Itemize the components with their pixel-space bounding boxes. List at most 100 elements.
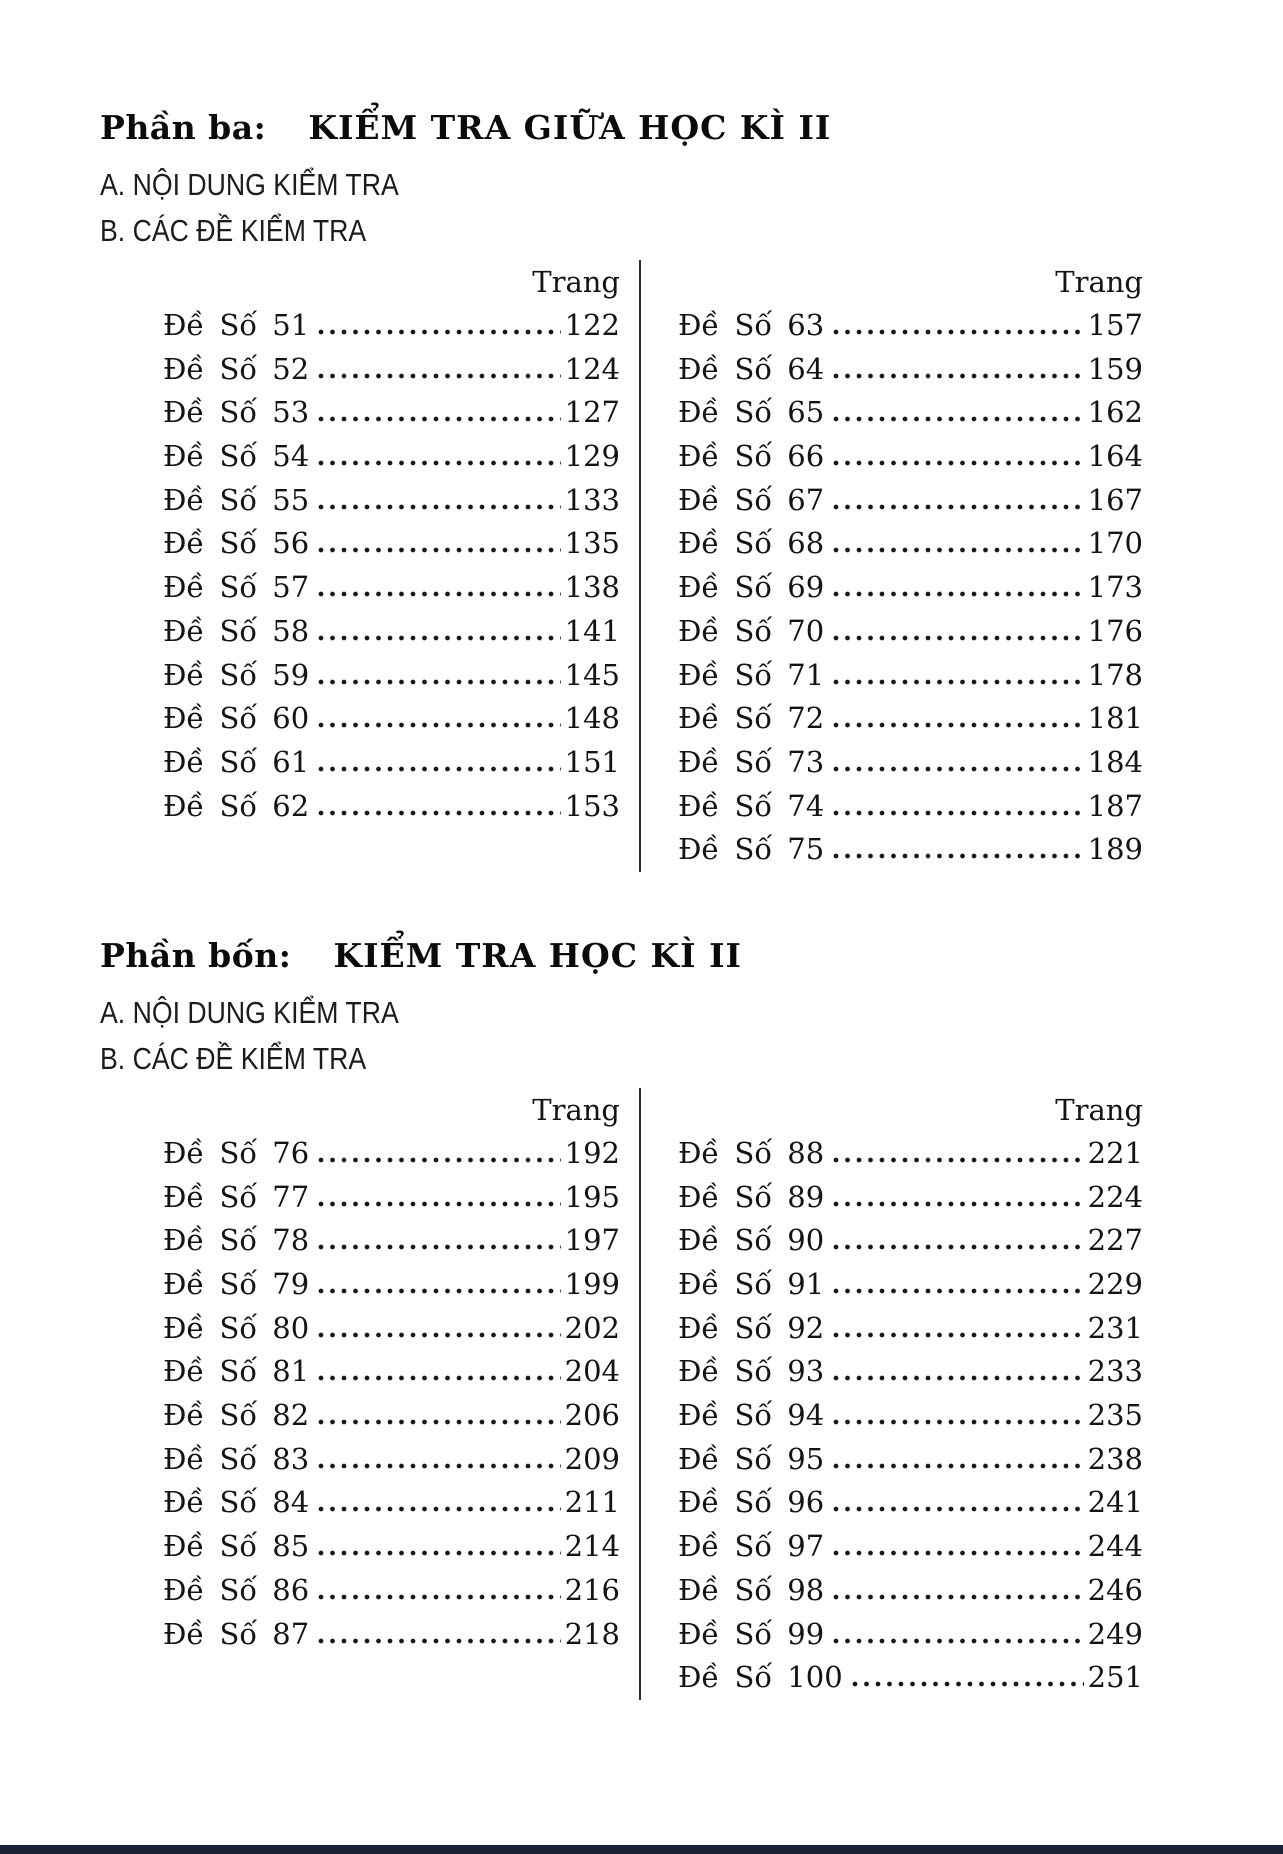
dot-leader xyxy=(833,1550,1084,1557)
toc-entry: Đề Số 92 231 xyxy=(678,1307,1143,1351)
section-gap xyxy=(100,872,1283,936)
toc-entry-label: Đề Số 73 xyxy=(678,744,825,779)
dot-leader xyxy=(833,460,1084,467)
dot-leader xyxy=(833,1462,1084,1469)
dot-leader xyxy=(833,1375,1084,1382)
toc-entry-label: Đề Số 98 xyxy=(678,1572,825,1607)
dot-leader xyxy=(833,591,1084,598)
toc-entry: Đề Số 95 238 xyxy=(678,1438,1143,1482)
toc-entry-label: Đề Số 65 xyxy=(678,395,825,430)
toc-entry-label: Đề Số 68 xyxy=(678,526,825,561)
toc-entry-label: Đề Số 93 xyxy=(678,1354,825,1389)
dot-leader xyxy=(318,547,561,554)
toc-entry: Đề Số 60 148 xyxy=(163,697,620,741)
dot-leader xyxy=(318,1419,561,1426)
toc-entries-left: Đề Số 51 122 Đề Số 52 124 Đề Số 53 127 Đ… xyxy=(163,304,620,828)
toc-entry: Đề Số 88 221 xyxy=(678,1132,1143,1176)
toc-entry: Đề Số 86 216 xyxy=(163,1569,620,1613)
dot-leader xyxy=(833,1637,1084,1644)
toc-entry: Đề Số 82 206 xyxy=(163,1394,620,1438)
dot-leader xyxy=(833,722,1084,729)
dot-leader xyxy=(318,1244,561,1251)
toc-entry-label: Đề Số 58 xyxy=(163,613,310,648)
toc-entry-label: Đề Số 94 xyxy=(678,1398,825,1433)
toc-entry-page: 216 xyxy=(564,1572,620,1607)
toc-entry-page: 129 xyxy=(564,439,620,474)
toc-entry: Đề Số 91 229 xyxy=(678,1263,1143,1307)
dot-leader xyxy=(318,1550,561,1557)
dot-leader xyxy=(833,853,1084,860)
part-label: Phần bốn: xyxy=(100,935,292,975)
toc-entry-page: 148 xyxy=(564,701,620,736)
toc-entry: Đề Số 51 122 xyxy=(163,304,620,348)
toc-entry: Đề Số 90 227 xyxy=(678,1219,1143,1263)
part-heading: Phần ba: KIỂM TRA GIỮA HỌC KÌ II xyxy=(100,108,1283,154)
toc-entry-label: Đề Số 88 xyxy=(678,1135,825,1170)
toc-entry: Đề Số 75 189 xyxy=(678,828,1143,872)
toc-entry-label: Đề Số 74 xyxy=(678,788,825,823)
dot-leader xyxy=(833,503,1084,510)
toc-entry-page: 178 xyxy=(1087,657,1143,692)
toc-entry-page: 187 xyxy=(1087,788,1143,823)
dot-leader xyxy=(318,1331,561,1338)
dot-leader xyxy=(318,809,561,816)
toc-entry: Đề Số 67 167 xyxy=(678,479,1143,523)
dot-leader xyxy=(318,1200,561,1207)
toc-entry-page: 251 xyxy=(1087,1660,1143,1695)
dot-leader xyxy=(318,722,561,729)
trang-header-left: Trang xyxy=(532,265,620,299)
toc-entry: Đề Số 56 135 xyxy=(163,522,620,566)
toc-entry-page: 173 xyxy=(1087,570,1143,605)
toc-entry-page: 214 xyxy=(564,1529,620,1564)
dot-leader xyxy=(318,1375,561,1382)
toc-entry-label: Đề Số 89 xyxy=(678,1179,825,1214)
toc-entry-label: Đề Số 87 xyxy=(163,1616,310,1651)
toc-entry: Đề Số 69 173 xyxy=(678,566,1143,610)
dot-leader xyxy=(318,1462,561,1469)
toc-entry-page: 249 xyxy=(1087,1616,1143,1651)
toc-entry-label: Đề Số 80 xyxy=(163,1310,310,1345)
toc-entry: Đề Số 97 244 xyxy=(678,1525,1143,1569)
toc-table: Trang Đề Số 76 192 Đề Số 77 195 Đề Số 78… xyxy=(100,1087,1283,1700)
dot-leader xyxy=(833,634,1084,641)
toc-entry-label: Đề Số 76 xyxy=(163,1135,310,1170)
toc-entry-label: Đề Số 62 xyxy=(163,788,310,823)
toc-entry: Đề Số 78 197 xyxy=(163,1219,620,1263)
trang-header-right: Trang xyxy=(1055,265,1143,299)
toc-column-right: Trang Đề Số 63 157 Đề Số 64 159 Đề Số 65… xyxy=(678,260,1143,872)
dot-leader xyxy=(833,1288,1084,1294)
toc-entry-label: Đề Số 95 xyxy=(678,1441,825,1476)
toc-entry-label: Đề Số 83 xyxy=(163,1441,310,1476)
toc-entry-page: 241 xyxy=(1087,1485,1143,1520)
toc-entry: Đề Số 52 124 xyxy=(163,348,620,392)
part-title: KIỂM TRA HỌC KÌ II xyxy=(333,935,742,975)
toc-entry-page: 211 xyxy=(564,1485,620,1520)
toc-entries-left: Đề Số 76 192 Đề Số 77 195 Đề Số 78 197 Đ… xyxy=(163,1132,620,1656)
part-label: Phần ba: xyxy=(100,108,267,147)
toc-entry-page: 162 xyxy=(1087,395,1143,430)
toc-entry-label: Đề Số 77 xyxy=(163,1179,310,1214)
dot-leader xyxy=(833,1200,1084,1207)
toc-entry-label: Đề Số 82 xyxy=(163,1398,310,1433)
toc-divider xyxy=(639,260,641,872)
toc-entry-label: Đề Số 51 xyxy=(163,308,310,342)
toc-entry-page: 202 xyxy=(564,1310,620,1345)
toc-entry-page: 138 xyxy=(564,570,620,605)
toc-entry-label: Đề Số 72 xyxy=(678,701,825,736)
toc-entry-page: 133 xyxy=(564,482,620,517)
toc-entry-page: 141 xyxy=(564,613,620,648)
toc-entry-label: Đề Số 61 xyxy=(163,744,310,779)
dot-leader xyxy=(833,765,1084,772)
toc-entry-label: Đề Số 75 xyxy=(678,832,825,867)
toc-entry-label: Đề Số 66 xyxy=(678,439,825,474)
toc-entry: Đề Số 73 184 xyxy=(678,741,1143,785)
toc-entry-label: Đề Số 86 xyxy=(163,1572,310,1607)
toc-entry-page: 170 xyxy=(1087,526,1143,561)
toc-entry-label: Đề Số 67 xyxy=(678,482,825,517)
dot-leader xyxy=(833,329,1084,335)
toc-entry-page: 199 xyxy=(564,1267,620,1301)
toc-entry-page: 197 xyxy=(564,1223,620,1258)
dot-leader xyxy=(318,1637,561,1644)
toc-entry: Đề Số 59 145 xyxy=(163,654,620,698)
toc-entry: Đề Số 99 249 xyxy=(678,1613,1143,1657)
